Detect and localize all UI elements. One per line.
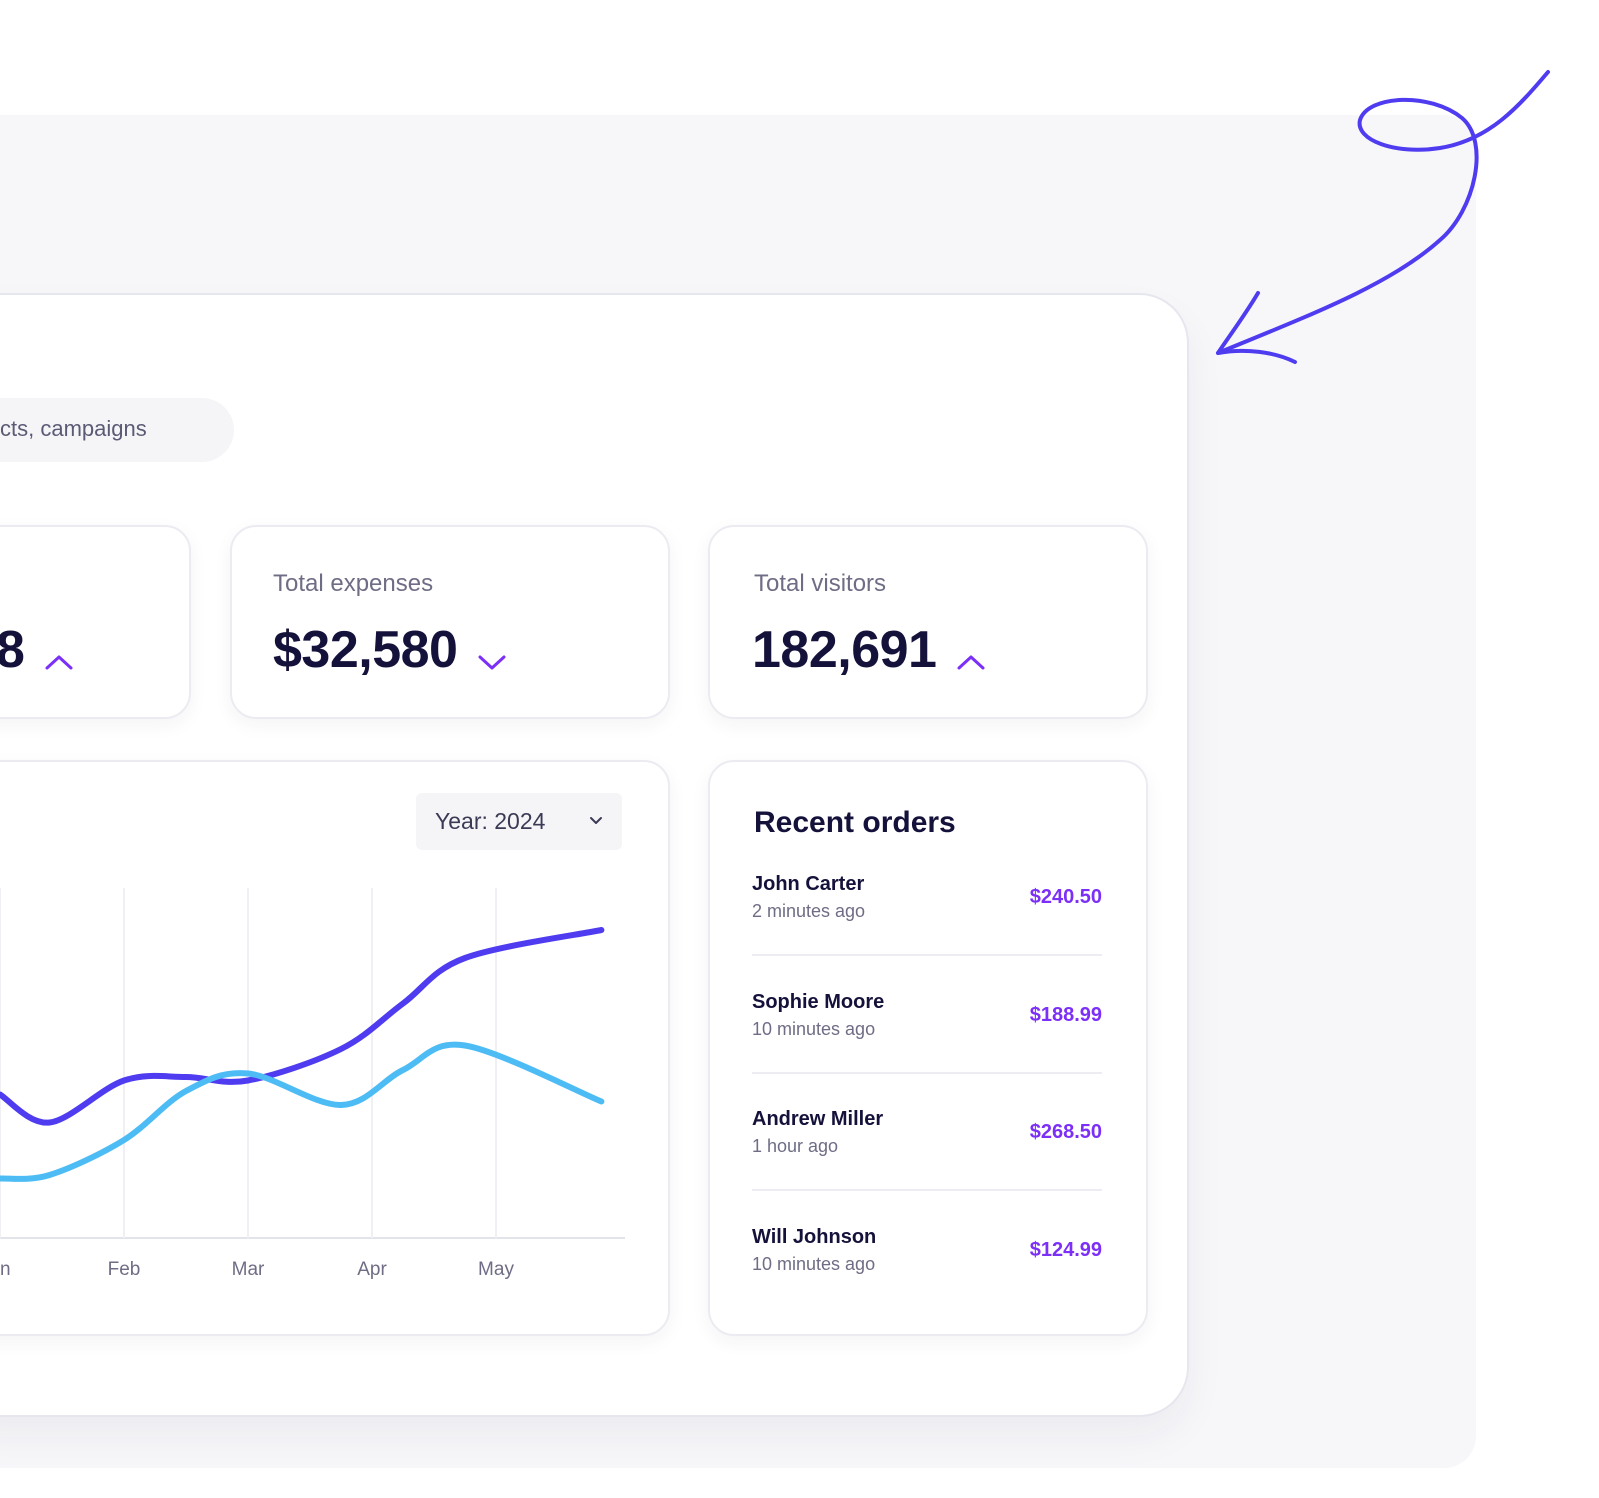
year-dropdown[interactable]: [416, 793, 622, 850]
year-dropdown-label: Year: 2024: [435, 808, 546, 834]
stat-label: Total expenses: [273, 570, 434, 597]
arrow-stroke: [1216, 70, 1550, 355]
order-name: Will Johnson: [752, 1225, 877, 1248]
x-tick-label: Feb: [108, 1259, 141, 1280]
order-time: 1 hour ago: [752, 1136, 839, 1156]
trend-chevron: [957, 655, 985, 670]
trend-chevron: [45, 655, 73, 670]
x-tick-label: an: [0, 1259, 11, 1280]
order-name: John Carter: [752, 873, 865, 895]
dropdown-chevron: [590, 817, 602, 824]
line-chart: an Feb Mar Apr May: [0, 888, 625, 1280]
order-time: 10 minutes ago: [752, 1253, 876, 1274]
stat-row: 182,691: [752, 620, 986, 680]
x-tick-label: Mar: [232, 1259, 265, 1280]
chevron: [590, 817, 602, 824]
order-separator: [752, 1189, 1102, 1191]
order-amount: $188.99: [1029, 1003, 1102, 1026]
order-separator: [752, 954, 1102, 956]
annotation-arrow: [1216, 70, 1550, 364]
arrow-head: [1216, 291, 1297, 364]
order-name: Andrew Miller: [752, 1108, 884, 1130]
order-amount: $240.50: [1029, 886, 1102, 908]
trend-down-icon: [478, 655, 506, 670]
stat-value: 182,691: [752, 621, 937, 679]
search-placeholder: cts, campaigns: [0, 416, 147, 441]
stat-card: [0, 525, 191, 719]
trend-chevron: [478, 655, 506, 670]
chart-card: [0, 760, 670, 1336]
order-time: 10 minutes ago: [752, 1018, 876, 1039]
orders-title: Recent orders: [754, 806, 956, 839]
order-amount: $268.50: [1029, 1121, 1102, 1143]
trend-up-icon: [957, 655, 985, 670]
stat-card: [230, 525, 670, 719]
x-tick-label: Apr: [357, 1259, 387, 1280]
stat-value: $32,580: [273, 621, 458, 679]
x-tick-label: May: [478, 1259, 514, 1280]
stat-value: 8: [0, 621, 25, 679]
stat-label: Total visitors: [754, 570, 887, 597]
trend-up-icon: [45, 655, 73, 670]
order-amount: $124.99: [1029, 1238, 1102, 1261]
stat-row: 8: [0, 620, 74, 680]
orders-card: [708, 760, 1148, 1336]
stat-row: $32,580: [273, 620, 507, 680]
stat-card: [708, 525, 1148, 719]
search-bar[interactable]: [0, 398, 234, 462]
order-name: Sophie Moore: [752, 990, 885, 1013]
order-time: 2 minutes ago: [752, 901, 866, 921]
series-line: [0, 1041, 605, 1182]
order-separator: [752, 1071, 1102, 1074]
